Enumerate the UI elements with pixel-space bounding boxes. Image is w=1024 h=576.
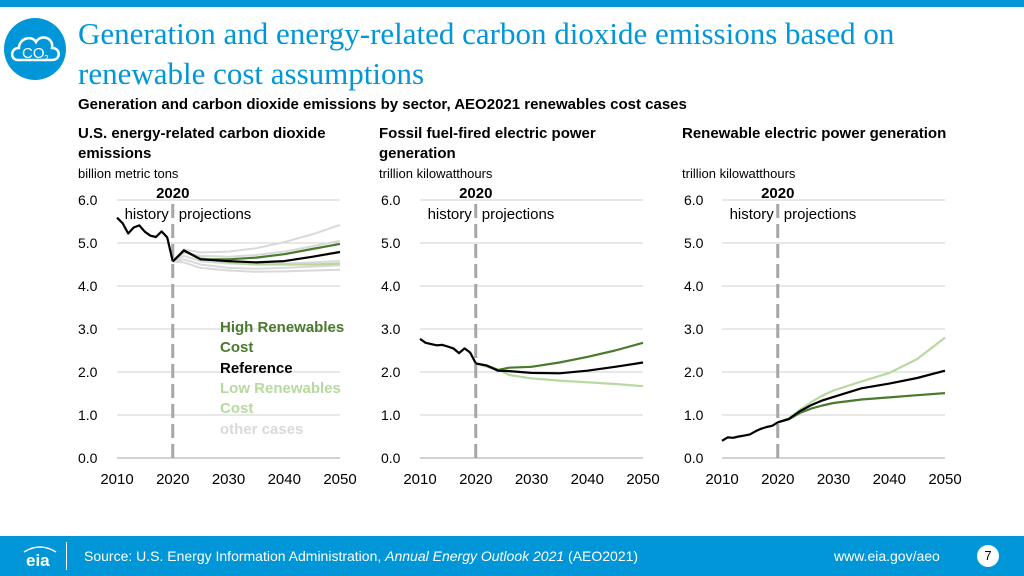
top-accent-bar [0, 0, 1024, 7]
panel-1-other-cases-line [172, 260, 341, 273]
panel-2-history-label: history [428, 206, 473, 223]
panel-1-history-label: history [125, 206, 170, 223]
panel-3-y-tick-label: 1.0 [684, 407, 704, 423]
panel-1-y-tick-label: 2.0 [78, 364, 98, 380]
panel-1-y-tick-label: 3.0 [78, 321, 98, 337]
panel-3-y-tick-label: 3.0 [684, 321, 704, 337]
panel-3-y-tick-label: 6.0 [684, 192, 704, 208]
footer-source-title: Annual Energy Outlook 2021 [385, 548, 565, 564]
panel-2-y-tick-label: 4.0 [381, 278, 401, 294]
panel-3-x-tick-label: 2010 [705, 471, 738, 488]
panel-3-unit: trillion kilowatthours [682, 166, 796, 181]
panel-3-x-tick-label: 2050 [928, 471, 961, 488]
panel-2-x-tick-label: 2040 [571, 471, 604, 488]
panel-3-history-line [721, 421, 779, 442]
co2-logo-text: CO [22, 45, 45, 62]
panel-2-y-tick-label: 2.0 [381, 364, 401, 380]
panel-3-title: Renewable electric power generation [682, 125, 947, 142]
eia-logo: eia [23, 546, 57, 570]
panel-2-y-tick-label: 6.0 [381, 192, 401, 208]
panel-2-unit: trillion kilowatthours [379, 166, 493, 181]
legend-low-renewables-line1: Low Renewables [220, 380, 341, 397]
panel-3-history-label: history [730, 206, 775, 223]
legend-high-renewables-line2: Cost [220, 339, 253, 356]
panel-2-projections-label: projections [482, 206, 555, 223]
panel-3-x-tick-label: 2030 [817, 471, 850, 488]
panel-1-unit: billion metric tons [78, 166, 179, 181]
legend-reference: Reference [220, 360, 293, 377]
page-number: 7 [977, 545, 999, 567]
panel-2-y-tick-label: 0.0 [381, 450, 401, 466]
panel-1-title: U.S. energy-related carbon dioxide emiss… [78, 125, 326, 162]
panel-3-y-tick-label: 2.0 [684, 364, 704, 380]
panel-3-y-tick-label: 4.0 [684, 278, 704, 294]
charts-canvas: 0.0 1.0 2.0 3.0 4.0 5.0 6.0 2010 2020 2030 2040 205… [78, 185, 962, 488]
panel-1-y-tick-label: 6.0 [78, 192, 98, 208]
legend-other-cases: other cases [220, 421, 303, 438]
slide-subtitle: Generation and carbon dioxide emissions … [78, 96, 687, 113]
panel-1-divider-year: 2020 [156, 185, 189, 202]
panel-1-y-tick-label: 5.0 [78, 235, 98, 251]
legend-low-renewables-line2: Cost [220, 400, 253, 417]
panel-2-y-tick-label: 5.0 [381, 235, 401, 251]
panel-1-x-tick-label: 2010 [100, 471, 133, 488]
panel-2-reference-line [475, 361, 644, 375]
panel-2-divider-year: 2020 [459, 185, 492, 202]
panel-1-history-line [116, 216, 174, 262]
co2-logo: CO 2 [4, 18, 66, 80]
panel-2-y-tick-label: 3.0 [381, 321, 401, 337]
panel-3-divider-year: 2020 [761, 185, 794, 202]
panel-2-title: Fossil fuel-fired electric power generat… [379, 125, 596, 162]
co2-logo-subscript: 2 [44, 54, 49, 63]
footer-divider [66, 542, 67, 570]
footer-bar: eia Source: U.S. Energy Information Admi… [0, 536, 1024, 576]
panel-2-x-tick-label: 2010 [403, 471, 436, 488]
footer-source: Source: U.S. Energy Information Administ… [84, 548, 638, 564]
panel-3-projections-label: projections [784, 206, 857, 223]
panel-3-y-tick-label: 5.0 [684, 235, 704, 251]
panel-1-x-tick-label: 2020 [156, 471, 189, 488]
eia-logo-text: eia [26, 551, 50, 570]
panel-2-history-line [419, 337, 477, 364]
panel-2-x-tick-label: 2020 [459, 471, 492, 488]
panel-3-x-tick-label: 2020 [761, 471, 794, 488]
co2-cloud-icon: CO 2 [10, 36, 60, 63]
panel-1-projections-label: projections [179, 206, 252, 223]
panel-1-other-cases-line [172, 258, 341, 270]
panel-1-y-tick-label: 1.0 [78, 407, 98, 423]
panel-1-x-tick-label: 2030 [212, 471, 245, 488]
panel-1-x-tick-label: 2040 [268, 471, 301, 488]
panel-1-y-tick-label: 0.0 [78, 450, 98, 466]
legend-high-renewables-line1: High Renewables [220, 319, 344, 336]
panel-1-x-tick-label: 2050 [323, 471, 356, 488]
panel-3-reference-line [777, 369, 946, 424]
panel-2-x-tick-label: 2030 [515, 471, 548, 488]
footer-source-prefix: Source: U.S. Energy Information Administ… [84, 548, 386, 564]
footer-url[interactable]: www.eia.gov/aeo [834, 548, 940, 564]
panel-2-x-tick-label: 2050 [626, 471, 659, 488]
panel-2-y-tick-label: 1.0 [381, 407, 401, 423]
panel-3-y-tick-label: 0.0 [684, 450, 704, 466]
panel-3-x-tick-label: 2040 [873, 471, 906, 488]
panel-1-other-cases-line [172, 223, 341, 263]
panel-1-y-tick-label: 4.0 [78, 278, 98, 294]
slide-title: Generation and energy-related carbon dio… [78, 16, 895, 91]
panel-1-reference-line [172, 249, 341, 264]
footer-source-suffix: (AEO2021) [564, 548, 639, 564]
